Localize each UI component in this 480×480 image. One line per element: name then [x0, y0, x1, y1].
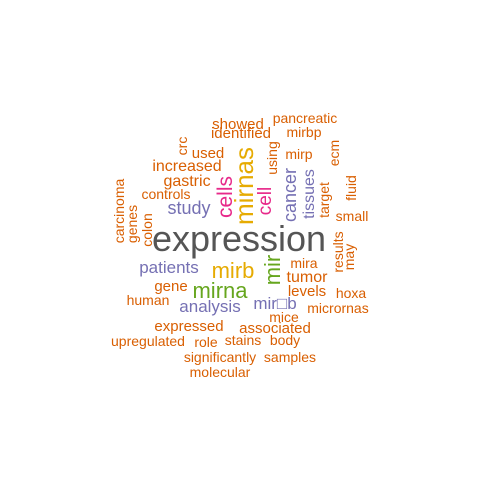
word-showed: showed	[212, 116, 264, 133]
word-upregulated: upregulated	[111, 333, 185, 349]
word-micrornas: micrornas	[307, 300, 368, 316]
word-gastric: gastric	[163, 173, 210, 190]
word-carcinoma: carcinoma	[111, 179, 127, 244]
word-expression: expression	[152, 218, 326, 259]
word-hoxa: hoxa	[336, 285, 367, 301]
word-identified: identified	[211, 125, 271, 142]
word-mice: mice	[269, 309, 299, 325]
word-molecular: molecular	[190, 364, 251, 380]
word-mirp: mirp	[285, 146, 312, 162]
word-increased: increased	[152, 158, 221, 175]
word-pancreatic: pancreatic	[273, 110, 338, 126]
word-using: using	[264, 141, 280, 174]
word-mirna: mirna	[192, 278, 248, 303]
word-mira: mira	[290, 255, 317, 271]
word-patients: patients	[139, 258, 199, 277]
word-small: small	[336, 208, 369, 224]
word-role: role	[194, 334, 218, 350]
word-controls: controls	[141, 186, 190, 202]
word-cell: cell	[255, 187, 276, 216]
word-fluid: fluid	[343, 175, 359, 201]
word-crc: crc	[174, 137, 190, 156]
word-analysis: analysis	[179, 297, 240, 316]
word-genes: genes	[124, 205, 140, 243]
word-body: body	[270, 332, 300, 348]
word-expressed: expressed	[154, 318, 223, 335]
word-results: results	[330, 231, 346, 272]
word-used: used	[192, 145, 225, 162]
word-samples: samples	[264, 349, 316, 365]
word-tumor: tumor	[287, 269, 329, 286]
word-human: human	[127, 292, 170, 308]
word-stains: stains	[225, 332, 262, 348]
word-levels: levels	[288, 283, 326, 300]
word-ecm: ecm	[326, 140, 342, 166]
word-study: study	[167, 198, 210, 218]
word-mir: mir	[260, 255, 285, 286]
word-mirbp: mirbp	[286, 124, 321, 140]
word-may: may	[341, 244, 357, 270]
word-cancer: cancer	[280, 168, 300, 222]
word-mirnas: mirnas	[229, 147, 259, 225]
word-mir-b: mir□b	[253, 294, 296, 313]
word-target: target	[316, 182, 332, 218]
word-significantly: significantly	[184, 349, 256, 365]
word-mirb: mirb	[212, 258, 255, 283]
word-colon: colon	[139, 213, 155, 246]
word-associated: associated	[239, 320, 311, 337]
word-gene: gene	[154, 278, 187, 295]
word-cells: cells	[214, 176, 237, 218]
word-tissues: tissues	[301, 169, 318, 219]
